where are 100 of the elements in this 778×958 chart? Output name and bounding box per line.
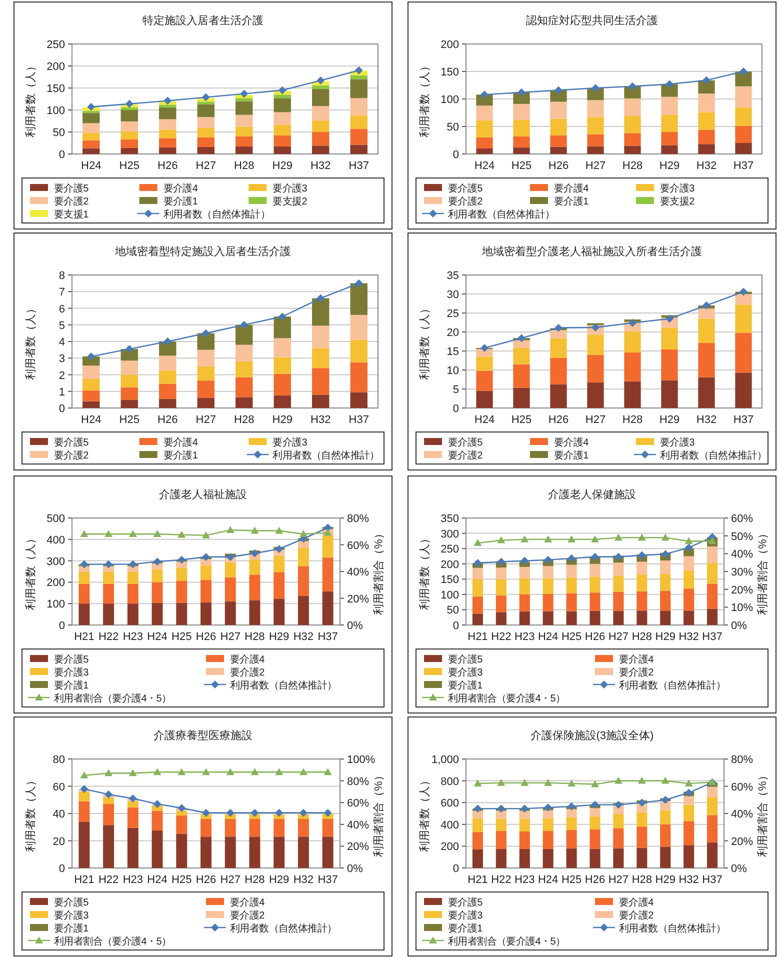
x-tick-label: H25 <box>172 874 192 886</box>
legend-label: 要支援2 <box>660 196 696 208</box>
legend-label: 要介護3 <box>448 666 484 678</box>
legend-label: 要介護5 <box>448 436 484 448</box>
legend-label: 要介護4 <box>554 436 590 448</box>
x-tick-label: H27 <box>196 160 216 172</box>
y-tick-label: 150 <box>440 574 459 586</box>
y2-tick-label: 60% <box>731 513 754 525</box>
x-tick-label: H21 <box>74 874 94 886</box>
legend-label: 要介護1 <box>554 450 590 462</box>
legend-label: 要介護1 <box>448 922 484 934</box>
x-tick-label: H29 <box>272 160 292 172</box>
x-tick-label: H29 <box>659 414 680 426</box>
y-tick-label: 100 <box>46 105 65 117</box>
y-tick-label: 3 <box>58 353 65 366</box>
y2-tick-label: 40% <box>347 819 370 832</box>
legend-label: 利用者割合（要介護4・5） <box>448 692 566 704</box>
x-tick-label: H29 <box>272 414 292 426</box>
x-tick-label: H26 <box>548 414 569 426</box>
x-tick-label: H24 <box>147 631 168 643</box>
legend-label: 要介護5 <box>54 436 90 448</box>
legend-label: 要介護1 <box>54 922 90 934</box>
y-tick-label: 80 <box>52 754 65 766</box>
x-tick-label: H22 <box>98 874 119 886</box>
x-tick-label: H21 <box>74 631 94 643</box>
y-tick-label: 100 <box>440 589 459 602</box>
legend-label: 要介護5 <box>448 654 484 666</box>
x-tick-label: H32 <box>678 631 699 643</box>
x-tick-label: H24 <box>538 631 558 643</box>
legend-label: 要介護3 <box>660 182 696 194</box>
x-tick-label: H23 <box>514 874 535 886</box>
y-tick-label: 40 <box>52 808 65 820</box>
y2-tick-label: 40% <box>347 566 370 578</box>
legend-label: 要介護1 <box>163 196 198 208</box>
legend-label: 要介護5 <box>54 654 90 666</box>
x-tick-label: H26 <box>548 160 569 172</box>
y2-tick-label: 40% <box>731 808 754 820</box>
legend-label: 要介護2 <box>54 450 90 462</box>
x-tick-label: H24 <box>81 160 102 172</box>
x-tick-label: H32 <box>293 874 314 886</box>
y-tick-label: 200 <box>46 577 65 590</box>
x-tick-label: H37 <box>348 414 369 426</box>
y-tick-label: 1 <box>58 386 65 398</box>
x-tick-label: H25 <box>561 631 582 643</box>
x-tick-label: H26 <box>196 631 216 643</box>
y-tick-label: 0 <box>452 403 459 415</box>
x-tick-label: H29 <box>655 631 676 643</box>
legend-label: 利用者数（自然体推計） <box>272 450 380 462</box>
y-axis-title: 利用者数（人） <box>418 533 431 610</box>
y-tick-label: 50 <box>446 122 459 134</box>
x-tick-label: H26 <box>584 631 606 643</box>
x-tick-label: H24 <box>81 414 102 426</box>
legend-label: 要介護4 <box>619 896 654 908</box>
legend-label: 利用者割合（要介護4・5） <box>448 936 566 948</box>
x-tick-label: H37 <box>318 874 338 886</box>
x-tick-label: H29 <box>659 160 680 172</box>
x-tick-label: H28 <box>622 160 643 172</box>
legend-label: 利用者数（自然体推計） <box>230 922 337 934</box>
y2-tick-label: 80% <box>347 776 370 788</box>
y2-tick-label: 30% <box>731 566 754 578</box>
legend-label: 利用者数（自然体推計） <box>660 450 767 462</box>
legend-label: 要介護3 <box>54 910 90 922</box>
y-tick-label: 20 <box>52 836 65 848</box>
x-tick-label: H27 <box>608 631 629 643</box>
x-tick-label: H37 <box>733 414 754 426</box>
x-tick-label: H24 <box>538 874 558 886</box>
y-axis-title: 利用者数（人） <box>24 303 37 380</box>
legend-label: 利用者数（自然体推計） <box>619 922 726 934</box>
legend-label: 要介護5 <box>448 896 484 908</box>
y-tick-label: 5 <box>452 384 459 396</box>
y-tick-label: 300 <box>46 556 65 568</box>
x-tick-label: H23 <box>514 631 535 643</box>
y-tick-label: 250 <box>46 39 65 51</box>
y2-tick-label: 0% <box>347 620 364 632</box>
y2-tick-label: 20% <box>347 593 370 606</box>
legend-label: 利用者数（自然体推計） <box>163 208 270 220</box>
x-tick-label: H32 <box>310 160 331 172</box>
y-tick-label: 15 <box>446 346 459 358</box>
x-tick-label: H28 <box>234 414 254 426</box>
legend-label: 要介護1 <box>448 680 484 692</box>
legend-label: 要介護2 <box>230 666 266 678</box>
chart-title: 認知症対応型共同生活介護 <box>526 14 658 27</box>
legend-label: 要支援2 <box>272 196 308 208</box>
legend-label: 要介護2 <box>619 910 654 922</box>
x-tick-label: H25 <box>561 874 582 886</box>
y-tick-label: 10 <box>446 365 459 377</box>
x-tick-label: H25 <box>511 160 532 172</box>
y2-tick-label: 0% <box>347 863 364 875</box>
x-tick-label: H27 <box>585 160 606 172</box>
x-tick-label: H25 <box>172 631 192 643</box>
x-tick-label: H28 <box>632 874 652 886</box>
legend-label: 要介護3 <box>448 910 484 922</box>
x-tick-label: H29 <box>268 631 290 643</box>
y2-axis-title: 利用者割合（%） <box>372 528 385 615</box>
legend-label: 要介護3 <box>272 436 308 448</box>
y-tick-label: 6 <box>58 303 65 316</box>
legend-label: 要介護2 <box>230 910 266 922</box>
chart-title: 地域密着型介護老人福祉施設入所者生活介護 <box>481 245 702 258</box>
x-tick-label: H26 <box>196 874 216 886</box>
legend-label: 要介護1 <box>163 450 198 462</box>
